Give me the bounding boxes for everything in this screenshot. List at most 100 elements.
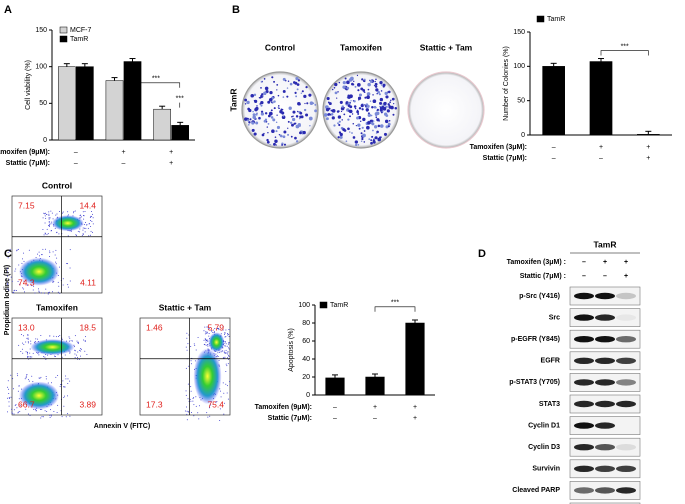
flow-dot [224, 336, 226, 338]
flow-dot [8, 405, 10, 407]
flow-dot [194, 360, 196, 362]
flow-dot [25, 377, 27, 379]
flow-dot [186, 419, 188, 421]
colony [253, 93, 257, 97]
flow-dot [190, 400, 192, 402]
flow-dot [226, 365, 228, 367]
flow-dot [44, 356, 46, 358]
flow-dot [22, 335, 24, 337]
flow-dot [191, 411, 193, 413]
colony [252, 115, 256, 120]
condition-label: Tamoxifen (9μM): [0, 149, 50, 156]
flow-dot [224, 341, 226, 343]
colony [255, 106, 259, 111]
flow-dot [46, 228, 48, 230]
flow-dot [91, 215, 93, 217]
colony [312, 102, 315, 105]
flow-dot [224, 356, 226, 358]
y-tick-label: 60 [302, 338, 310, 345]
blot-mark: – [582, 259, 586, 266]
flow-dot [44, 248, 46, 250]
flow-dot [217, 352, 219, 354]
colony [252, 110, 254, 113]
colony [367, 121, 371, 125]
flow-dot [193, 343, 195, 345]
flow-dot [79, 231, 81, 233]
colony [342, 81, 346, 85]
flow-dot [25, 376, 27, 378]
flow-dot [48, 224, 50, 226]
blot-band [595, 357, 615, 364]
flow-dot [207, 325, 209, 327]
flow-dot [7, 397, 9, 399]
quadrant-value: 13.0 [18, 322, 35, 332]
flow-dot [82, 214, 84, 216]
colony [378, 93, 381, 96]
colony [293, 122, 296, 125]
flow-dot [221, 350, 223, 352]
flow-dot [83, 218, 85, 220]
colony [387, 90, 391, 94]
flow-dot [198, 418, 200, 420]
y-axis-label: Cell viability (%) [25, 60, 32, 110]
colony [381, 111, 383, 114]
flow-dot [80, 216, 82, 218]
condition-mark: – [552, 144, 556, 151]
flow-dot [188, 365, 190, 367]
condition-mark: + [646, 155, 650, 162]
flow-dot [18, 264, 20, 266]
flow-dot [27, 379, 29, 381]
colony [294, 81, 298, 85]
flow-dot [45, 288, 47, 290]
flow-dot [209, 407, 211, 409]
blot-condition: Stattic (7μM) : [520, 273, 566, 280]
flow-dot [64, 386, 66, 388]
condition-mark: – [373, 415, 377, 422]
colony [247, 119, 250, 122]
colony [372, 129, 374, 132]
flow-dot [90, 215, 92, 217]
flow-dot [84, 227, 86, 229]
colony [347, 127, 350, 131]
flow-dot [187, 383, 189, 385]
colony [325, 117, 329, 121]
colony [338, 131, 342, 134]
colony [380, 90, 383, 92]
blot-band [616, 292, 636, 300]
flow-dot [18, 385, 20, 387]
flow-dot [195, 396, 197, 398]
flow-dot [12, 388, 14, 390]
colony [339, 135, 343, 139]
colony [363, 78, 366, 81]
flow-dot [20, 351, 22, 353]
flow-dot [42, 228, 44, 230]
colony [263, 91, 267, 95]
colony [300, 92, 303, 94]
flow-dot [30, 340, 32, 342]
colony [344, 77, 347, 80]
flow-dot [224, 332, 226, 334]
flow-dot [50, 415, 52, 417]
flow-dot [90, 225, 92, 227]
colony [255, 121, 259, 125]
colony [287, 133, 290, 136]
colony [345, 140, 348, 143]
blot-band [574, 444, 594, 451]
blot-condition: Tamoxifen (3μM) : [507, 259, 566, 266]
flow-dot [23, 343, 25, 345]
flow-dot [228, 355, 230, 357]
flow-dot [68, 340, 70, 342]
flow-dot [227, 363, 229, 365]
flow-dot [59, 385, 61, 387]
colony [357, 89, 360, 92]
colony [364, 96, 367, 99]
colony [353, 100, 356, 103]
colony [346, 80, 350, 85]
flow-plot [6, 195, 103, 295]
flow-density [51, 215, 84, 232]
condition-mark: – [333, 404, 337, 411]
colony [333, 124, 336, 127]
flow-dot [186, 349, 188, 351]
colony [331, 108, 336, 113]
colony [264, 112, 268, 115]
